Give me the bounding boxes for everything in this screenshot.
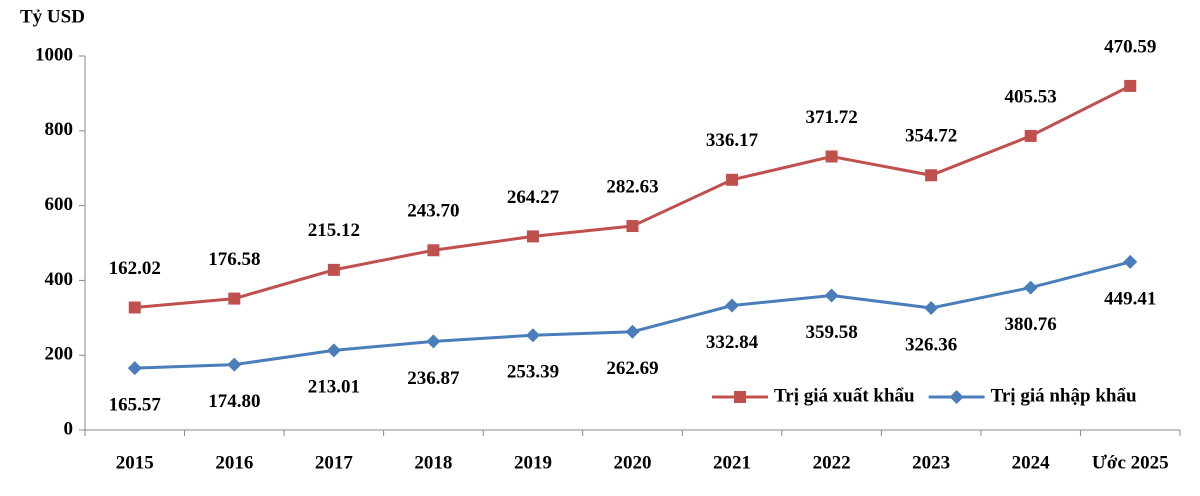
series-line: [134, 260, 1131, 370]
x-tick-label: 2024: [1012, 452, 1051, 473]
legend-marker: [734, 391, 746, 403]
y-tick-label: 800: [45, 119, 74, 140]
data-label: 165.57: [109, 394, 162, 415]
x-tick-label: 2016: [215, 452, 253, 473]
y-tick-label: 1000: [35, 44, 73, 65]
data-point: [824, 288, 839, 303]
x-tick-label: 2023: [912, 452, 950, 473]
data-label: 262.69: [606, 358, 658, 379]
x-tick-label: 2020: [614, 452, 652, 473]
x-tick-label: 2022: [813, 452, 851, 473]
data-label: 405.53: [1005, 86, 1057, 107]
x-tick-label: 2015: [116, 452, 154, 473]
y-tick-label: 600: [45, 194, 74, 215]
data-point: [924, 300, 939, 315]
data-label: 236.87: [407, 368, 460, 389]
data-point: [128, 301, 141, 314]
data-label: 264.27: [507, 187, 560, 208]
data-label: 176.58: [208, 249, 260, 270]
y-tick-label: 200: [45, 344, 74, 365]
data-point: [925, 169, 938, 182]
legend-label: Trị giá nhập khẩu: [991, 385, 1137, 406]
y-axis-label: Tỷ USD: [20, 6, 85, 27]
data-label: 326.36: [905, 334, 957, 355]
data-point: [426, 334, 441, 349]
data-point: [1124, 79, 1137, 92]
x-tick-label: Ước 2025: [1092, 452, 1169, 473]
data-point: [1024, 129, 1037, 142]
data-label: 162.02: [109, 258, 161, 279]
data-point: [127, 361, 142, 376]
data-point: [825, 150, 838, 163]
data-point: [326, 343, 341, 358]
data-point: [1023, 280, 1038, 295]
data-label: 253.39: [507, 362, 559, 383]
x-tick-label: 2018: [414, 452, 452, 473]
data-point: [427, 244, 440, 257]
data-point: [625, 324, 640, 339]
data-point: [1123, 254, 1138, 269]
data-point: [626, 220, 639, 233]
x-tick-label: 2019: [514, 452, 552, 473]
data-point: [227, 357, 242, 372]
data-point: [726, 173, 739, 186]
data-label: 380.76: [1005, 314, 1057, 335]
data-label: 174.80: [208, 391, 260, 412]
data-label: 243.70: [407, 201, 459, 222]
data-point: [525, 328, 540, 343]
data-label: 470.59: [1104, 36, 1156, 57]
data-label: 336.17: [706, 130, 759, 151]
data-label: 282.63: [606, 176, 658, 197]
data-label: 354.72: [905, 126, 957, 147]
data-label: 371.72: [805, 107, 857, 128]
x-tick-label: 2017: [315, 452, 354, 473]
data-point: [725, 298, 740, 313]
legend-label: Trị giá xuất khẩu: [774, 385, 915, 406]
y-tick-label: 0: [64, 418, 74, 439]
data-point: [526, 230, 539, 243]
y-tick-label: 400: [45, 269, 74, 290]
data-label: 359.58: [805, 322, 857, 343]
data-label: 213.01: [308, 377, 360, 398]
x-tick-label: 2021: [713, 452, 751, 473]
data-point: [327, 263, 340, 276]
data-label: 332.84: [706, 332, 759, 353]
data-point: [228, 292, 241, 305]
data-label: 449.41: [1104, 288, 1156, 309]
data-label: 215.12: [308, 220, 360, 241]
legend-marker: [949, 390, 964, 404]
